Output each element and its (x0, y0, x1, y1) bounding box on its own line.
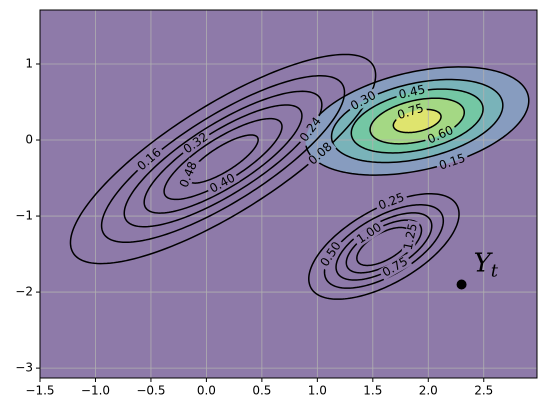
contour-line (356, 226, 412, 267)
point-label-main: Y (474, 248, 494, 278)
y-tick-label: −3 (15, 361, 33, 375)
x-tick-label: 2.0 (419, 384, 438, 398)
y-tick-label: 1 (25, 56, 33, 70)
contour-line (143, 104, 303, 214)
x-tick-label: −1.0 (81, 384, 110, 398)
contour-line (123, 90, 323, 228)
contour-lines (69, 53, 530, 300)
y-tick-label: −1 (15, 209, 33, 223)
contour-line (350, 88, 484, 154)
y-tick-label: −2 (15, 285, 33, 299)
contour-line (100, 75, 346, 244)
contour-label: 0.45 (397, 82, 426, 101)
x-tick-label: 0.0 (197, 384, 216, 398)
x-tick-label: −1.5 (25, 384, 54, 398)
contour-line (330, 78, 504, 164)
contour-label: 1.25 (401, 222, 420, 251)
point-label-sub: t (491, 260, 499, 281)
contour-line (308, 193, 460, 300)
x-tick-label: 1.0 (308, 384, 327, 398)
y-tick-label: 0 (25, 133, 33, 147)
point-marker (456, 279, 467, 290)
contour-line (335, 212, 433, 281)
plot-background (40, 10, 537, 378)
x-tick-label: 2.5 (474, 384, 493, 398)
point-label: Yt (474, 248, 499, 281)
contour-fill (393, 109, 442, 133)
contour-line (187, 134, 259, 184)
contour-line (163, 117, 283, 201)
x-tick-label: 1.5 (363, 384, 382, 398)
contour-line (345, 219, 423, 274)
contour-line (392, 108, 442, 134)
contour-line (323, 204, 445, 289)
x-tick-label: −0.5 (136, 384, 165, 398)
contour-line (69, 53, 377, 265)
axes-frame (39, 9, 538, 379)
x-tick-label: 0.5 (252, 384, 271, 398)
contour-line (304, 66, 530, 176)
plot-area: 0.080.160.240.320.400.48 0.150.30 0.450.60… (40, 10, 537, 378)
contour-line (369, 97, 466, 145)
